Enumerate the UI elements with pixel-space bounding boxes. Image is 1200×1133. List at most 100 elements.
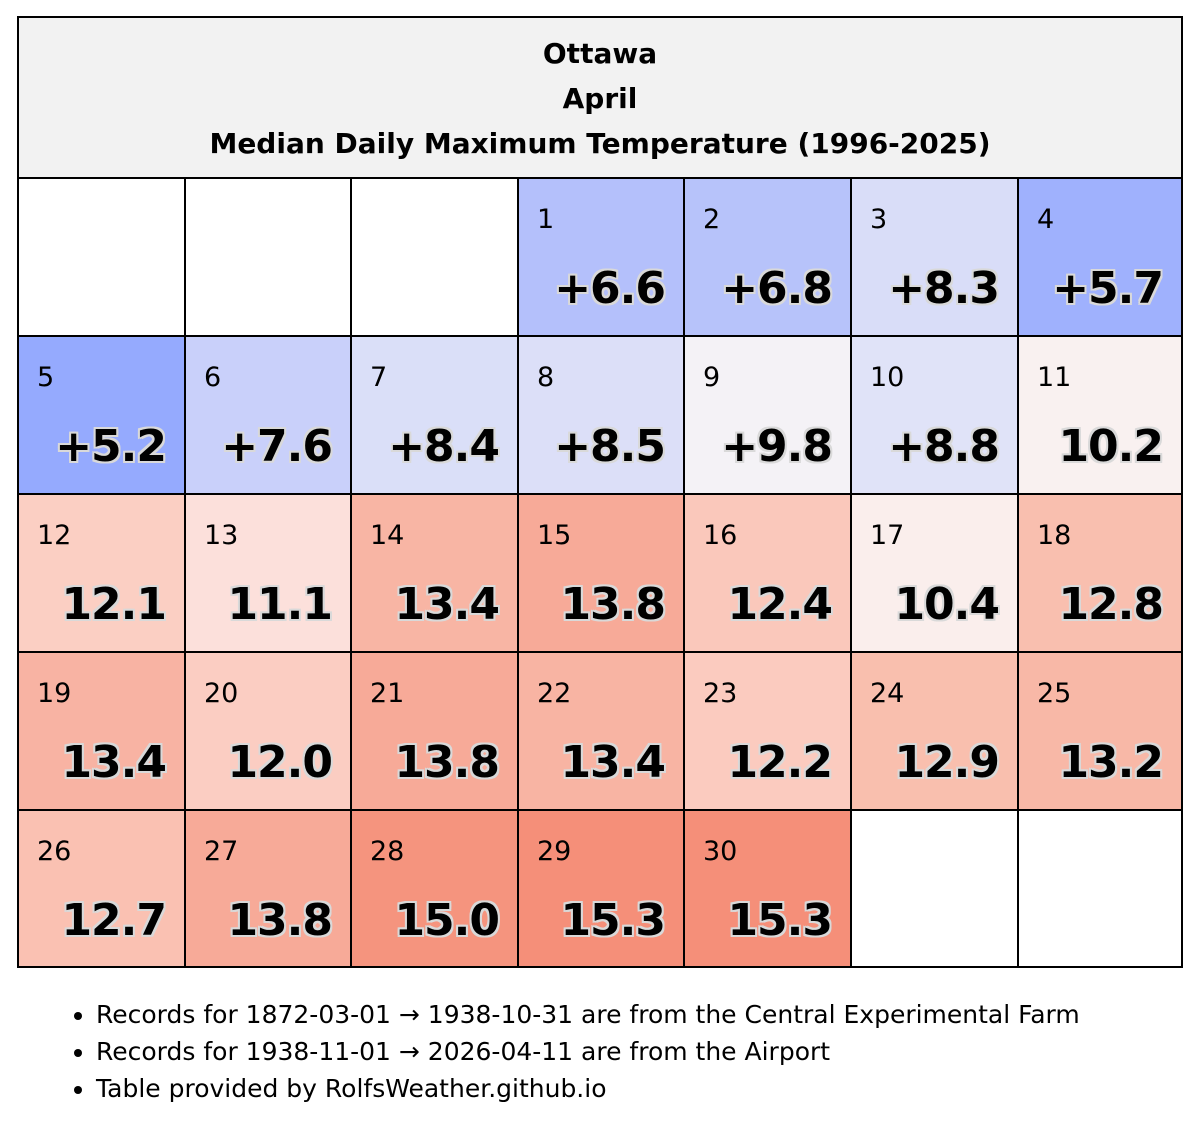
day-cell: 16 12.4	[685, 495, 852, 653]
day-number: 14	[370, 520, 405, 551]
day-number: 22	[537, 678, 572, 709]
day-number: 6	[204, 362, 222, 393]
day-cell: 26 12.7	[19, 811, 186, 966]
day-cell: 8 +8.5	[519, 337, 685, 495]
temperature-value: 12.9	[894, 737, 1000, 788]
day-number: 7	[370, 362, 388, 393]
day-number: 13	[204, 520, 239, 551]
note-item: Table provided by RolfsWeather.github.io	[96, 1070, 1080, 1107]
day-cell: 25 13.2	[1019, 653, 1181, 811]
day-cell: 21 13.8	[352, 653, 519, 811]
day-cell: 3 +8.3	[852, 179, 1019, 337]
empty-cell	[352, 179, 519, 337]
day-cell: 5 +5.2	[19, 337, 186, 495]
temperature-value: 12.0	[227, 737, 333, 788]
day-cell: 4 +5.7	[1019, 179, 1181, 337]
day-cell: 13 11.1	[186, 495, 352, 653]
day-cell: 23 12.2	[685, 653, 852, 811]
day-cell: 24 12.9	[852, 653, 1019, 811]
temperature-value: +5.2	[55, 421, 167, 472]
day-cell: 12 12.1	[19, 495, 186, 653]
day-cell: 27 13.8	[186, 811, 352, 966]
day-cell: 10 +8.8	[852, 337, 1019, 495]
temperature-value: 10.4	[894, 579, 1000, 630]
note-item: Records for 1872-03-01 → 1938-10-31 are …	[96, 996, 1080, 1033]
temperature-value: 12.7	[61, 895, 167, 946]
day-cell: 6 +7.6	[186, 337, 352, 495]
temperature-value: +8.8	[888, 421, 1000, 472]
day-number: 23	[703, 678, 738, 709]
temperature-value: +6.8	[721, 263, 833, 314]
temperature-value: 13.8	[394, 737, 500, 788]
day-number: 21	[370, 678, 405, 709]
day-number: 17	[870, 520, 905, 551]
temperature-value: 15.3	[560, 895, 666, 946]
temperature-value: +6.6	[554, 263, 666, 314]
temperature-value: 13.2	[1058, 737, 1164, 788]
chart-subtitle: Median Daily Maximum Temperature (1996-2…	[209, 127, 991, 160]
day-number: 3	[870, 204, 888, 235]
day-number: 5	[37, 362, 55, 393]
temperature-value: +5.7	[1052, 263, 1164, 314]
day-cell: 7 +8.4	[352, 337, 519, 495]
day-cell: 11 10.2	[1019, 337, 1181, 495]
day-number: 26	[37, 836, 72, 867]
day-number: 4	[1037, 204, 1055, 235]
day-cell: 30 15.3	[685, 811, 852, 966]
day-number: 28	[370, 836, 405, 867]
day-number: 11	[1037, 362, 1072, 393]
day-number: 19	[37, 678, 72, 709]
temperature-value: 11.1	[227, 579, 333, 630]
day-number: 15	[537, 520, 572, 551]
temperature-value: +9.8	[721, 421, 833, 472]
day-cell: 28 15.0	[352, 811, 519, 966]
day-cell: 2 +6.8	[685, 179, 852, 337]
empty-cell	[1019, 811, 1181, 966]
month-title: April	[562, 82, 638, 115]
day-cell: 9 +9.8	[685, 337, 852, 495]
day-number: 2	[703, 204, 721, 235]
day-number: 1	[537, 204, 555, 235]
day-number: 18	[1037, 520, 1072, 551]
calendar-table: Ottawa April Median Daily Maximum Temper…	[17, 16, 1183, 968]
temperature-value: 12.4	[727, 579, 833, 630]
day-number: 20	[204, 678, 239, 709]
day-cell: 14 13.4	[352, 495, 519, 653]
day-number: 30	[703, 836, 738, 867]
day-cell: 22 13.4	[519, 653, 685, 811]
day-number: 27	[204, 836, 239, 867]
temperature-value: 13.8	[227, 895, 333, 946]
day-cell: 18 12.8	[1019, 495, 1181, 653]
temperature-value: 12.2	[727, 737, 833, 788]
note-item: Records for 1938-11-01 → 2026-04-11 are …	[96, 1033, 1080, 1070]
empty-cell	[19, 179, 186, 337]
day-number: 9	[703, 362, 721, 393]
day-cell: 20 12.0	[186, 653, 352, 811]
day-cell: 1 +6.6	[519, 179, 685, 337]
temperature-value: 15.0	[394, 895, 500, 946]
day-cell: 17 10.4	[852, 495, 1019, 653]
temperature-value: 13.4	[560, 737, 666, 788]
day-number: 25	[1037, 678, 1072, 709]
day-number: 10	[870, 362, 905, 393]
table-header: Ottawa April Median Daily Maximum Temper…	[19, 18, 1181, 179]
temperature-value: 13.4	[394, 579, 500, 630]
temperature-value: 13.4	[61, 737, 167, 788]
temperature-value: 12.1	[61, 579, 167, 630]
temperature-value: 15.3	[727, 895, 833, 946]
day-cell: 15 13.8	[519, 495, 685, 653]
empty-cell	[186, 179, 352, 337]
day-number: 29	[537, 836, 572, 867]
temperature-value: 12.8	[1058, 579, 1164, 630]
day-cell: 19 13.4	[19, 653, 186, 811]
temperature-value: 13.8	[560, 579, 666, 630]
calendar-grid: 1 +6.6 2 +6.8 3 +8.3 4 +5.7 5 +5.2 6 +7.6 7 +8.4 8 +8.5…	[19, 179, 1181, 966]
temperature-value: 10.2	[1058, 421, 1164, 472]
day-number: 16	[703, 520, 738, 551]
day-number: 24	[870, 678, 905, 709]
day-number: 8	[537, 362, 555, 393]
city-title: Ottawa	[542, 37, 658, 70]
day-number: 12	[37, 520, 72, 551]
temperature-value: +7.6	[221, 421, 333, 472]
temperature-value: +8.4	[388, 421, 500, 472]
